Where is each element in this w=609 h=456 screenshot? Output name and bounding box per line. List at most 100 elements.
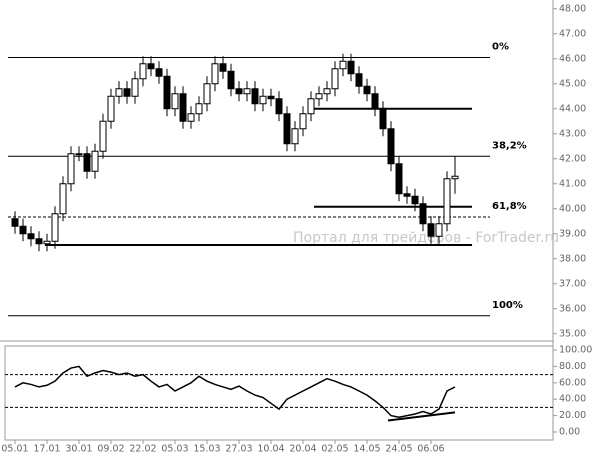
- candle-body: [251, 88, 259, 105]
- x-tick-label: 15.03: [193, 444, 220, 455]
- candle-body: [387, 128, 395, 165]
- candle-body: [99, 120, 107, 152]
- candle-body: [371, 93, 379, 110]
- x-tick-label: 22.02: [129, 444, 156, 455]
- rsi-panel: [4, 345, 554, 441]
- candle-body: [163, 75, 171, 110]
- candle-body: [363, 85, 371, 95]
- x-tick-label: 02.05: [321, 444, 348, 455]
- candle-body: [131, 78, 139, 97]
- candle-body: [123, 88, 131, 97]
- y-tick-label: 43.00: [559, 128, 586, 139]
- candle-body: [11, 218, 19, 227]
- y-tick-label: 40.00: [559, 394, 586, 405]
- fib-label: 61,8%: [492, 201, 527, 212]
- candle-body: [219, 63, 227, 72]
- y-tick-label: 35.00: [559, 328, 586, 339]
- candle-body: [395, 163, 403, 195]
- candle-body: [211, 63, 219, 85]
- candle-body: [75, 153, 83, 156]
- candle-body: [275, 98, 283, 115]
- y-tick-label: 42.00: [559, 153, 586, 164]
- rsi-trendline: [387, 411, 456, 422]
- candle-body: [443, 178, 451, 225]
- y-tick-label: 36.00: [559, 303, 586, 314]
- y-tick-label: 37.00: [559, 278, 586, 289]
- candle-body: [43, 240, 51, 245]
- candle-body: [323, 88, 331, 95]
- candle-body: [227, 70, 235, 90]
- candle-body: [91, 150, 99, 172]
- x-tick-label: 05.03: [161, 444, 188, 455]
- y-tick-label: 41.00: [559, 178, 586, 189]
- x-tick-label: 09.02: [97, 444, 124, 455]
- rsi-line: [14, 365, 456, 419]
- x-tick-label: 14.05: [353, 444, 380, 455]
- x-tick-label: 27.03: [225, 444, 252, 455]
- candle-body: [59, 183, 67, 215]
- candle-body: [307, 98, 315, 115]
- y-tick-label: 48.00: [559, 3, 586, 14]
- y-tick-label: 44.00: [559, 103, 586, 114]
- watermark: Портал для трейдеров - ForTrader.ru: [293, 230, 559, 246]
- x-tick-label: 06.06: [417, 444, 444, 455]
- fib-label: 100%: [492, 300, 523, 311]
- candle-body: [139, 63, 147, 80]
- candle-body: [315, 93, 323, 100]
- candle-body: [403, 193, 411, 197]
- x-tick-label: 17.01: [33, 444, 60, 455]
- y-tick-label: 100.00: [559, 345, 592, 356]
- y-tick-label: 60.00: [559, 377, 586, 388]
- candle-body: [419, 203, 427, 225]
- candle-body: [147, 63, 155, 70]
- candle-body: [187, 113, 195, 122]
- candle-body: [379, 108, 387, 130]
- y-tick-label: 20.00: [559, 410, 586, 421]
- candle-body: [195, 103, 203, 115]
- candle-body: [347, 60, 355, 75]
- candle-body: [83, 153, 91, 172]
- x-tick-label: 30.01: [65, 444, 92, 455]
- candle-body: [203, 83, 211, 105]
- candle-body: [35, 238, 43, 245]
- candle-body: [243, 88, 251, 95]
- y-tick-label: 0.00: [559, 427, 580, 438]
- candle-body: [435, 223, 443, 237]
- y-tick-label: 46.00: [559, 53, 586, 64]
- candle-body: [67, 153, 75, 185]
- candle-body: [451, 175, 459, 180]
- candle-body: [235, 88, 243, 95]
- candle-body: [107, 95, 115, 122]
- candle-body: [27, 233, 35, 240]
- candle-body: [299, 113, 307, 130]
- candle-body: [411, 195, 419, 205]
- y-tick-label: 38.00: [559, 253, 586, 264]
- y-tick-label: 80.00: [559, 361, 586, 372]
- x-tick-label: 10.04: [257, 444, 284, 455]
- x-tick-label: 24.05: [385, 444, 412, 455]
- y-tick-label: 45.00: [559, 78, 586, 89]
- fib-label: 38,2%: [492, 140, 527, 151]
- candle-body: [291, 128, 299, 145]
- candle-body: [155, 68, 163, 77]
- x-tick-label: 05.01: [1, 444, 28, 455]
- y-tick-label: 40.00: [559, 203, 586, 214]
- candle-body: [179, 93, 187, 122]
- fib-label: 0%: [492, 42, 509, 53]
- candle-body: [19, 225, 27, 235]
- candle-body: [115, 88, 123, 97]
- y-tick-label: 47.00: [559, 28, 586, 39]
- candle-body: [259, 95, 267, 105]
- candle-body: [51, 213, 59, 242]
- candle-body: [331, 68, 339, 90]
- candle-body: [267, 95, 275, 100]
- candle-body: [171, 93, 179, 110]
- candle-body: [283, 113, 291, 145]
- candle-body: [355, 73, 363, 87]
- x-tick-label: 20.04: [289, 444, 316, 455]
- candle-body: [339, 60, 347, 70]
- candle-body: [427, 223, 435, 237]
- y-tick-label: 39.00: [559, 228, 586, 239]
